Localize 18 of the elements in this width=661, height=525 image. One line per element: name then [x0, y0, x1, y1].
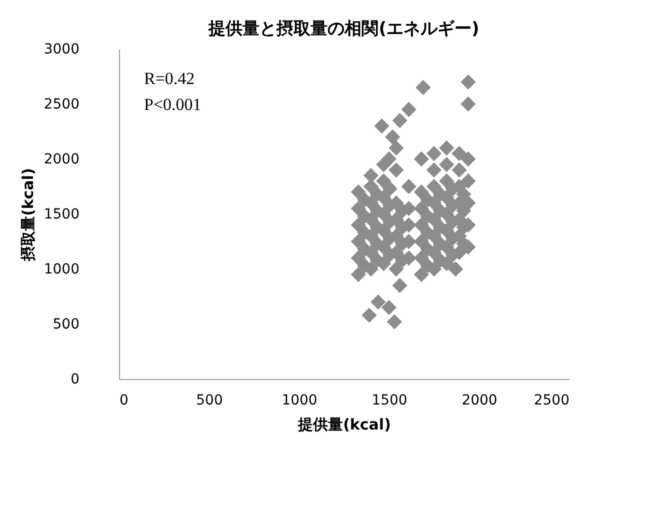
y-tick-label: 0 — [70, 372, 80, 388]
y-axis-title: 摂取量(kcal) — [18, 168, 37, 262]
x-tick-label: 0 — [120, 392, 128, 408]
y-tick-label: 1000 — [44, 262, 80, 278]
annotation: P<0.001 — [144, 95, 202, 114]
x-axis-title: 提供量(kcal) — [297, 416, 391, 434]
y-tick-label: 500 — [52, 316, 80, 332]
x-tick-label: 2500 — [534, 392, 570, 408]
chart-title: 提供量と摂取量の相関(エネルギー) — [208, 19, 480, 39]
y-tick-label: 2500 — [44, 96, 80, 112]
y-tick-label: 2000 — [44, 152, 80, 168]
y-tick-label: 3000 — [44, 42, 80, 58]
annotation: R=0.42 — [144, 69, 195, 88]
x-tick-label: 2000 — [462, 392, 498, 408]
x-tick-label: 500 — [196, 392, 223, 408]
y-tick-label: 1500 — [44, 206, 80, 222]
x-tick-label: 1000 — [282, 392, 318, 408]
x-tick-label: 1500 — [372, 392, 408, 408]
